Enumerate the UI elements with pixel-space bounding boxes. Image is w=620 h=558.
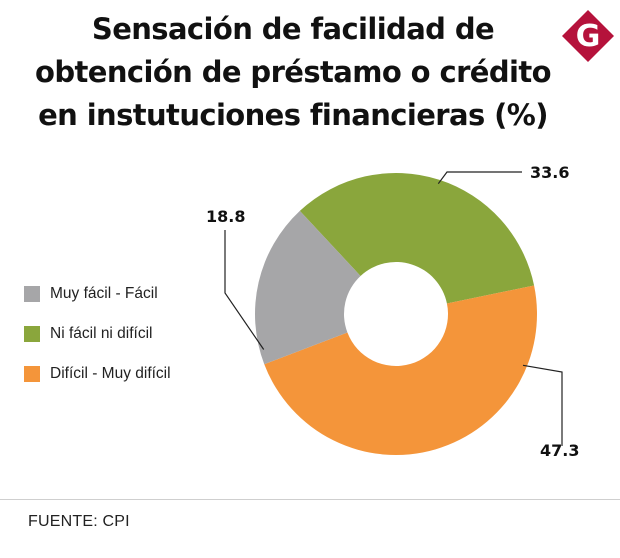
donut-slices xyxy=(255,173,538,456)
logo-diamond xyxy=(562,10,614,62)
source-note: FUENTE: CPI xyxy=(28,513,130,530)
value-label-3: 47.3 xyxy=(540,441,579,460)
legend-label: Difícil - Muy difícil xyxy=(50,365,171,382)
value-labels: 33.6 18.8 47.3 xyxy=(206,163,579,460)
title-line-1: Sensación de facilidad de xyxy=(91,12,495,46)
legend-label: Ni fácil ni difícil xyxy=(50,325,153,342)
legend-swatch xyxy=(24,286,40,302)
donut-slice-2 xyxy=(299,173,535,304)
title-line-2: obtención de préstamo o crédito xyxy=(35,55,552,89)
logo-letter: G xyxy=(576,19,601,54)
footer-divider xyxy=(0,499,620,500)
leader-line-1 xyxy=(224,230,265,350)
leader-line-3 xyxy=(522,364,563,446)
value-label-2: 33.6 xyxy=(530,163,569,182)
value-label-1: 18.8 xyxy=(206,207,245,226)
legend-label: Muy fácil - Fácil xyxy=(50,285,158,302)
legend-item-muy-facil: Muy fácil - Fácil xyxy=(24,284,171,304)
title-line-3: en instutuciones financieras (%) xyxy=(38,98,548,132)
legend: Muy fácil - Fácil Ni fácil ni difícil Di… xyxy=(24,284,171,404)
donut-slice-3 xyxy=(264,285,538,456)
leader-lines xyxy=(224,171,563,446)
legend-item-dificil: Difícil - Muy difícil xyxy=(24,364,171,384)
legend-swatch xyxy=(24,326,40,342)
leader-line-2 xyxy=(437,171,522,185)
brand-logo: G xyxy=(562,10,614,62)
legend-item-ni-facil: Ni fácil ni difícil xyxy=(24,324,171,344)
chart-title: Sensación de facilidad de obtención de p… xyxy=(12,8,574,137)
donut-chart: 33.6 18.8 47.3 xyxy=(206,163,579,460)
donut-slice-1 xyxy=(255,210,361,365)
legend-swatch xyxy=(24,366,40,382)
